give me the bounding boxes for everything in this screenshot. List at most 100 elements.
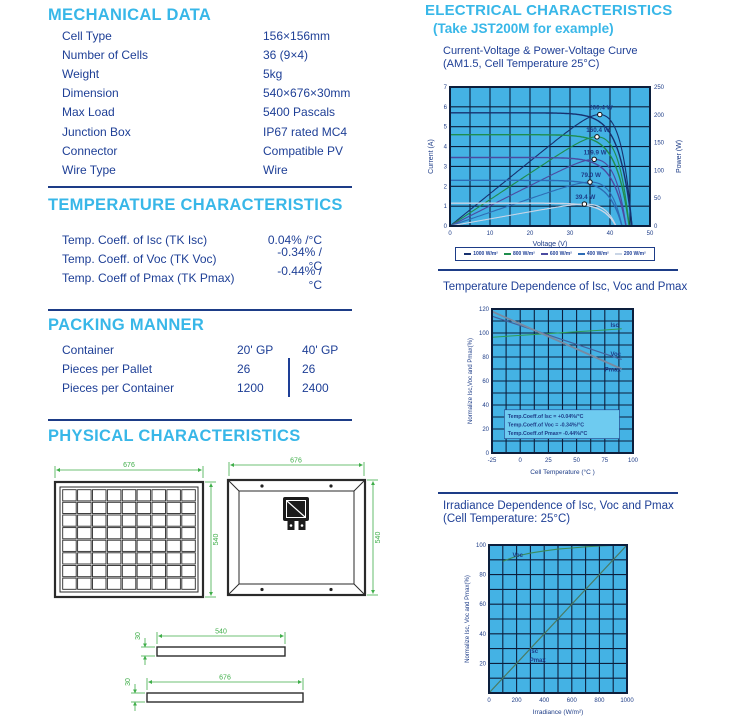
table-row: Dimension 540×676×30mm <box>62 84 362 103</box>
svg-text:Voc: Voc <box>610 352 621 358</box>
section-divider <box>48 309 352 311</box>
spec-label: Pieces per Pallet <box>62 362 153 377</box>
spec-value: 36 (9×4) <box>263 47 309 62</box>
svg-text:40: 40 <box>482 403 489 409</box>
spec-value: 2400 <box>302 380 329 395</box>
svg-text:Current (A): Current (A) <box>428 139 435 174</box>
legend-label: 1000 W/m² <box>473 251 498 257</box>
front-view-drawing: 676 540 <box>53 462 220 599</box>
spec-value: 5kg <box>263 66 283 81</box>
dimension-label: 30 <box>125 678 132 686</box>
svg-text:Voc: Voc <box>512 553 523 559</box>
spec-value: 0.04% /°C <box>267 232 322 247</box>
temperature-dependence-chart: Isc Voc Pmax Temp.Coeff.of Isc = +0.04%/°C T… <box>468 307 639 476</box>
svg-text:30: 30 <box>567 231 574 237</box>
spec-value: Compatible PV <box>263 143 344 158</box>
svg-text:150: 150 <box>654 141 665 147</box>
spec-label: Dimension <box>62 86 119 101</box>
svg-text:0: 0 <box>444 224 448 230</box>
svg-text:250: 250 <box>654 85 665 91</box>
svg-text:Voltage (V): Voltage (V) <box>533 241 568 248</box>
svg-text:Normalize Isc,Voc and Pmax(%): Normalize Isc,Voc and Pmax(%) <box>468 338 474 424</box>
table-row: Temp. Coeff. of Voc (TK Voc) -0.34% /°C <box>62 245 324 273</box>
svg-text:20: 20 <box>482 427 489 433</box>
svg-text:Normalize Isc, Voc and Pmax(%): Normalize Isc, Voc and Pmax(%) <box>465 575 471 663</box>
legend-dash-icon <box>540 253 548 255</box>
table-row: Max Load 5400 Pascals <box>62 103 362 122</box>
svg-text:0: 0 <box>487 698 491 704</box>
legend-label: 800 W/m² <box>512 251 535 257</box>
svg-text:100: 100 <box>654 168 665 174</box>
spec-value: -0.34% /°C <box>277 244 322 273</box>
svg-text:Temp.Coeff.of Voc = -0.34%/°C: Temp.Coeff.of Voc = -0.34%/°C <box>508 423 584 429</box>
svg-text:120: 120 <box>479 307 490 313</box>
irradiance-chart-title: Irradiance Dependence of Isc, Voc and Pm… <box>443 500 674 526</box>
legend-item: 600 W/m² <box>540 251 572 257</box>
svg-text:Power (W): Power (W) <box>676 140 683 173</box>
svg-text:-25: -25 <box>488 458 497 464</box>
screw-dot <box>260 484 264 488</box>
spec-label: Pieces per Container <box>62 380 175 395</box>
packing-manner-table: Container 20' GP 40' GP Pieces per Pallet 2… <box>62 341 372 397</box>
section-divider <box>48 419 352 421</box>
legend-dash-icon <box>614 253 622 255</box>
iv-chart-title: Current-Voltage & Power-Voltage Curve (A… <box>443 45 637 71</box>
legend-item: 1000 W/m² <box>464 251 498 257</box>
table-row: Junction Box IP67 rated MC4 <box>62 122 362 141</box>
spec-label: Weight <box>62 66 100 81</box>
container-20gp: 20' GP <box>237 343 274 358</box>
svg-text:Irradiance (W/m²): Irradiance (W/m²) <box>533 709 584 716</box>
dimension-label: 676 <box>290 458 302 465</box>
side-profile-540: 540 30 <box>135 629 286 665</box>
temperature-chart-title: Temperature Dependence of Isc, Voc and P… <box>443 281 687 294</box>
svg-text:119.9 W: 119.9 W <box>584 149 607 156</box>
svg-text:1000: 1000 <box>620 698 634 704</box>
svg-text:600: 600 <box>567 698 578 704</box>
svg-text:60: 60 <box>479 602 486 608</box>
temperature-characteristics-table: Temp. Coeff. of Isc (TK Isc) 0.04% /°C Te… <box>62 230 324 292</box>
screw-dot <box>329 484 333 488</box>
back-view-drawing: 676 540 <box>226 458 382 597</box>
dimension-label: 676 <box>123 462 135 469</box>
svg-text:20: 20 <box>527 231 534 237</box>
dimension-label: 540 <box>213 534 220 546</box>
svg-text:200: 200 <box>512 698 523 704</box>
mechanical-data-table: Cell Type 156×156mm Number of Cells 36 (9×… <box>62 26 362 180</box>
svg-text:Pmax: Pmax <box>605 367 622 373</box>
svg-text:200: 200 <box>654 113 665 119</box>
svg-text:40: 40 <box>607 231 614 237</box>
section-divider <box>438 269 678 271</box>
dimension-label: 30 <box>135 632 142 640</box>
legend-item: 800 W/m² <box>503 251 535 257</box>
spec-label: Temp. Coeff. of Isc (TK Isc) <box>62 232 208 247</box>
svg-text:Cell Temperature (°C ): Cell Temperature (°C ) <box>530 468 595 476</box>
spec-label: Cell Type <box>62 28 112 43</box>
table-row: Temp. Coeff. of Isc (TK Isc) 0.04% /°C <box>62 230 324 249</box>
table-row: Connector Compatible PV <box>62 141 362 160</box>
iv-chart-legend: 1000 W/m² 800 W/m² 600 W/m² 400 W/m² 200 W/m… <box>455 247 655 261</box>
svg-text:Pmax: Pmax <box>530 658 547 664</box>
panel-technical-drawings: 676 540 <box>53 458 382 711</box>
spec-value: 540×676×30mm <box>263 86 351 101</box>
svg-text:Isc: Isc <box>530 649 539 655</box>
spec-label: Connector <box>62 143 118 158</box>
table-row: Pieces per Container 1200 2400 <box>62 379 372 398</box>
svg-text:75: 75 <box>601 458 608 464</box>
dimension-label: 540 <box>375 532 382 544</box>
svg-text:1: 1 <box>444 204 448 210</box>
dimension-label: 540 <box>215 629 227 636</box>
section-divider <box>438 492 678 494</box>
spec-value: 5400 Pascals <box>263 105 336 120</box>
svg-text:6: 6 <box>444 105 448 111</box>
svg-text:50: 50 <box>654 196 661 202</box>
svg-text:800: 800 <box>594 698 605 704</box>
svg-text:39.4 W: 39.4 W <box>575 194 595 201</box>
svg-text:0: 0 <box>486 451 490 457</box>
svg-text:50: 50 <box>647 231 654 237</box>
table-row: Weight 5kg <box>62 64 362 83</box>
spec-label: Number of Cells <box>62 47 149 62</box>
section-divider <box>48 186 352 188</box>
svg-text:Temp.Coeff.of Pmax= -0.44%/°C: Temp.Coeff.of Pmax= -0.44%/°C <box>508 431 588 437</box>
svg-text:100: 100 <box>628 458 639 464</box>
